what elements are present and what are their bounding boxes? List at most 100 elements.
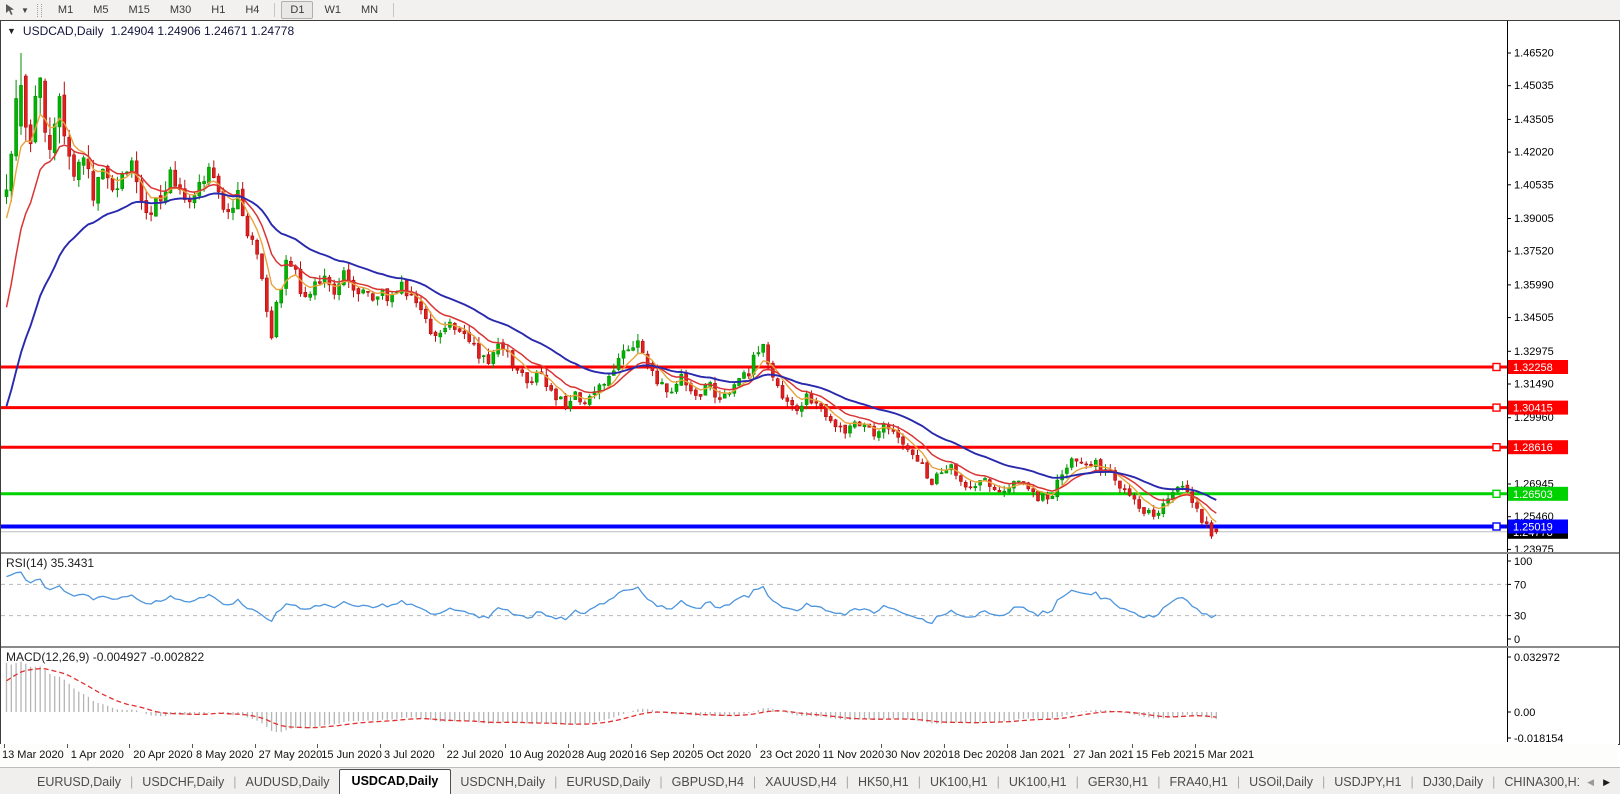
chart-cursor-icon [6, 4, 14, 15]
tab-usoil-daily[interactable]: USOil,Daily [1249, 775, 1314, 789]
chart-tools-button[interactable]: ▼ [0, 3, 33, 17]
date-tick [630, 744, 632, 748]
tab-uk100-h1[interactable]: UK100,H1 [1008, 775, 1067, 789]
date-label: 27 May 2020 [258, 749, 323, 761]
rsi-panel[interactable]: RSI(14) 35.3431 100 70 30 0 [1, 552, 1619, 646]
tab-separator: | [1236, 775, 1241, 789]
svg-text:1.43505: 1.43505 [1514, 114, 1554, 126]
tab-uk100-h1[interactable]: UK100,H1 [929, 775, 988, 789]
tab-gbpusd-h4[interactable]: GBPUSD,H4 [671, 775, 744, 789]
timeframe-mn[interactable]: MN [360, 4, 379, 16]
date-axis[interactable]: 13 Mar 2020 1 Apr 2020 20 Apr 2020 8 May 20… [0, 744, 1618, 767]
tab-eurusd-daily[interactable]: EURUSD,Daily [37, 775, 122, 789]
date-tick [755, 744, 757, 748]
tab-usdjpy-h1[interactable]: USDJPY,H1 [1334, 775, 1402, 789]
chevron-down-icon[interactable]: ▼ [21, 5, 29, 15]
hline-1.28616[interactable] [1, 443, 1507, 452]
svg-text:1.28616: 1.28616 [1513, 442, 1553, 454]
tab-separator: | [1410, 775, 1414, 789]
date-label: 30 Nov 2020 [885, 749, 948, 761]
svg-text:1.42020: 1.42020 [1514, 147, 1554, 159]
tab-usdcad-daily[interactable]: USDCAD,Daily [338, 769, 452, 794]
date-label: 23 Oct 2020 [759, 749, 820, 761]
macd-axis-ticks[interactable]: 0.032972 0.00 -0.018154 [1507, 652, 1564, 742]
date-tick [693, 744, 695, 748]
tab-separator: | [1322, 775, 1326, 789]
tab-dj30-daily[interactable]: DJ30,Daily [1422, 775, 1484, 789]
tab-separator: | [659, 775, 663, 789]
svg-text:1.23975: 1.23975 [1514, 544, 1554, 552]
macd-panel[interactable]: MACD(12,26,9) -0.004927 -0.002822 0.0329… [1, 646, 1619, 742]
toolbar-separator [274, 3, 276, 17]
tab-separator: | [1075, 775, 1079, 789]
tab-china300-h1[interactable]: CHINA300,H1 [1504, 775, 1584, 789]
price-label-1.30415: 1.30415 [1508, 400, 1568, 415]
date-label: 18 Dec 2020 [947, 749, 1011, 761]
timeframe-w1[interactable]: W1 [324, 4, 341, 16]
rsi-plot-area[interactable] [1, 554, 1507, 646]
svg-text:1.26503: 1.26503 [1513, 489, 1553, 501]
timeframe-m5[interactable]: M5 [93, 4, 109, 16]
main-price-panel[interactable]: ▼ USDCAD,Daily 1.24904 1.24906 1.24671 1… [1, 21, 1619, 552]
hline-1.25019[interactable] [1, 522, 1507, 531]
tab-ger30-h1[interactable]: GER30,H1 [1087, 775, 1149, 789]
tab-hk50-h1[interactable]: HK50,H1 [857, 775, 909, 789]
timeframe-h1[interactable]: H1 [211, 4, 226, 16]
date-tick [567, 744, 569, 748]
hline-handle [1492, 522, 1501, 531]
date-tick [943, 744, 945, 748]
hline-handle [1492, 362, 1501, 372]
svg-text:0: 0 [1514, 634, 1520, 646]
macd-canvas[interactable]: 0.032972 0.00 -0.018154 [1, 648, 1617, 742]
rsi-axis-ticks[interactable]: 100 70 30 0 [1507, 556, 1532, 646]
date-label: 5 Mar 2021 [1198, 749, 1255, 761]
date-label: 8 May 2020 [196, 749, 254, 761]
main-plot-area[interactable] [1, 21, 1507, 552]
tab-separator: | [130, 775, 134, 789]
tab-separator: | [845, 775, 849, 789]
timeframe-m30[interactable]: M30 [169, 4, 192, 16]
timeframe-d1[interactable]: D1 [281, 1, 314, 19]
rsi-line [6, 571, 1217, 625]
date-label: 5 Oct 2020 [697, 749, 752, 761]
hline-1.26503[interactable] [1, 489, 1507, 498]
timeframe-m1[interactable]: M1 [57, 4, 74, 16]
timeframe-toolbar: ▼ M1 M5 M15 M30 H1 H4 D1 W1 MN [0, 0, 1620, 21]
main-chart-canvas[interactable]: 1.46520 1.45035 1.43505 1.42020 1.40535 1.390… [1, 21, 1617, 552]
macd-plot-area[interactable] [1, 648, 1507, 742]
rsi-canvas[interactable]: 100 70 30 0 [1, 554, 1617, 646]
hline-handle [1492, 489, 1501, 498]
tab-usdcnh-daily[interactable]: USDCNH,Daily [460, 775, 546, 789]
tab-scroll-left-icon[interactable]: ◀ [1587, 776, 1595, 787]
price-label-1.32258: 1.32258 [1508, 360, 1568, 374]
timeframe-h4[interactable]: H4 [245, 4, 260, 16]
date-label: 8 Jan 2021 [1010, 749, 1066, 761]
price-axis-ticks[interactable]: 1.46520 1.45035 1.43505 1.42020 1.40535 1.390… [1507, 48, 1554, 553]
chart-title: ▼ USDCAD,Daily 1.24904 1.24906 1.24671 1… [7, 24, 294, 38]
date-tick [442, 744, 444, 748]
svg-text:30: 30 [1514, 611, 1526, 623]
tab-xauusd-h4[interactable]: XAUUSD,H4 [765, 775, 837, 789]
date-label: 27 Jan 2021 [1073, 749, 1134, 761]
tab-audusd-daily[interactable]: AUDUSD,Daily [245, 775, 330, 789]
date-tick [1131, 744, 1133, 748]
svg-text:1.45035: 1.45035 [1514, 80, 1554, 92]
macd-label: MACD(12,26,9) -0.004927 -0.002822 [6, 650, 205, 664]
chart-tab-bar: EURUSD,Daily | USDCHF,Daily | AUDUSD,Daily US… [0, 767, 1620, 794]
tab-separator: | [233, 775, 237, 789]
tab-usdchf-daily[interactable]: USDCHF,Daily [142, 775, 225, 789]
hline-1.30415[interactable] [1, 403, 1507, 412]
chart-symbol-label: USDCAD,Daily [22, 24, 104, 38]
svg-text:1.37520: 1.37520 [1514, 246, 1554, 258]
svg-text:1.35990: 1.35990 [1514, 279, 1554, 291]
collapse-ohlc-icon[interactable]: ▼ [7, 26, 16, 36]
tab-fra40-h1[interactable]: FRA40,H1 [1169, 775, 1228, 789]
tab-scroll-right-icon[interactable]: ▶ [1603, 776, 1610, 787]
tab-scroll-buttons: ◀ ▶ [1579, 769, 1620, 794]
date-tick [4, 744, 5, 748]
timeframe-m15[interactable]: M15 [128, 4, 150, 16]
date-tick [1006, 744, 1008, 748]
date-label: 13 Mar 2020 [2, 749, 64, 761]
tab-eurusd-daily[interactable]: EURUSD,Daily [566, 775, 651, 789]
svg-text:100: 100 [1514, 556, 1532, 568]
